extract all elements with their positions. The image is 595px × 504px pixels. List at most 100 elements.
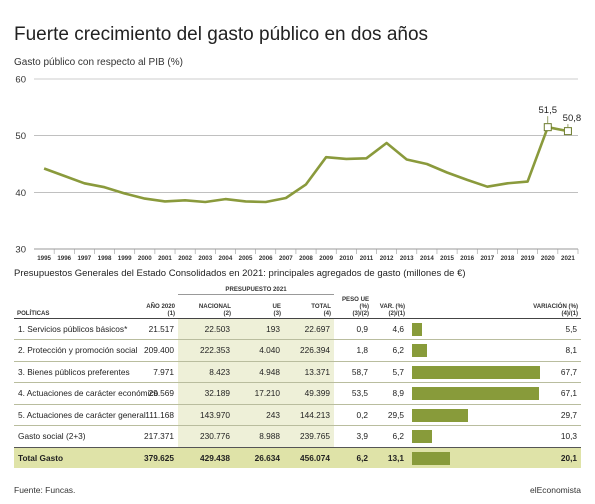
x-tick-label: 2007: [279, 255, 293, 262]
header-politicas: POLÍTICAS: [17, 309, 50, 317]
header-var: VAR. (%) (2)/(1): [379, 302, 406, 317]
cell-anio2020: 29.569: [131, 382, 178, 404]
variacion-bar: [412, 322, 423, 336]
x-tick-label: 2008: [299, 255, 313, 262]
y-tick-label: 30: [15, 245, 26, 256]
header-presupuesto: PRESUPUESTO 2021: [178, 286, 335, 295]
data-label: 50,8: [563, 113, 582, 124]
cell-variacion: 10,3: [408, 425, 582, 447]
cell-nacional: 8.423: [178, 360, 234, 383]
cell-ue: 8.988: [234, 425, 284, 447]
cell-ue: 26.634: [234, 446, 284, 468]
cell-total: 22.697: [284, 317, 335, 340]
line-chart: 30 40 50 60 1995 1996 1997 1998 1999 2000 2001 2002…: [15, 75, 582, 263]
header-variacion: VARIACIÓN (%) (4)/(1): [533, 302, 579, 317]
cell-total: 144.213: [284, 403, 335, 426]
chart-title: Fuerte crecimiento del gasto público en …: [14, 24, 429, 45]
x-tick-label: 2002: [178, 255, 192, 262]
table-row: 2. Protección y promoción social 209.400 2…: [14, 339, 582, 361]
table-row: 3. Bienes públicos preferentes 7.971 8.423…: [14, 360, 582, 383]
x-tick-label: 2021: [561, 255, 575, 262]
cell-var: 29,5: [372, 403, 409, 426]
cell-nacional: 222.353: [178, 339, 234, 361]
cell-peso: 58,7: [334, 360, 373, 383]
cell-peso: 53,5: [334, 382, 373, 404]
table-row: 5. Actuaciones de carácter general 111.16…: [14, 403, 582, 426]
x-tick-label: 2004: [219, 255, 233, 262]
x-tick-label: 2011: [360, 255, 374, 262]
cell-anio2020: 209.400: [131, 339, 178, 361]
x-tick-label: 2005: [239, 255, 253, 262]
cell-ue: 243: [234, 403, 284, 426]
cell-var: 13,1: [372, 446, 409, 468]
cell-var: 4,6: [372, 317, 409, 340]
y-tick-label: 60: [15, 75, 26, 86]
variacion-value: 29,7: [560, 409, 578, 420]
x-tick-label: 1999: [118, 255, 132, 262]
table-title: Presupuestos Generales del Estado Consol…: [14, 268, 466, 279]
chart-subtitle: Gasto público con respecto al PIB (%): [14, 57, 183, 68]
variacion-bar: [412, 365, 541, 379]
series-line: [43, 125, 569, 204]
x-tick-label: 2012: [380, 255, 394, 262]
cell-nacional: 429.438: [178, 446, 234, 468]
x-tick-label: 1997: [77, 255, 91, 262]
header-total: TOTAL (4): [311, 302, 332, 317]
cell-variacion: 8,1: [408, 339, 582, 361]
header-peso: PESO UE (%) (3)/(2): [341, 295, 370, 317]
x-tick-label: 2006: [259, 255, 273, 262]
variacion-bar: [412, 387, 539, 400]
table-row: 4. Actuaciones de carácter económico 29.5…: [14, 382, 582, 404]
x-tick-label: 2009: [319, 255, 333, 262]
variacion-bar: [412, 344, 428, 357]
x-tick-label: 2019: [521, 255, 535, 262]
variacion-value: 5,5: [565, 323, 578, 334]
cell-variacion: 20,1: [408, 446, 582, 468]
cell-total: 226.394: [284, 339, 335, 361]
x-tick-label: 1995: [37, 255, 51, 262]
data-label: 51,5: [539, 105, 558, 116]
variacion-value: 67,7: [560, 366, 578, 377]
cell-anio2020: 21.517: [131, 317, 178, 340]
cell-ue: 193: [234, 317, 284, 340]
header-anio2020: AÑO 2020 (1): [146, 302, 175, 317]
cell-nacional: 143.970: [178, 403, 234, 426]
x-tick-label: 2014: [420, 255, 434, 262]
data-labels: 51,5 50,8: [539, 105, 582, 136]
row-label: Gasto social (2+3): [14, 425, 131, 447]
row-label: 1. Servicios públicos básicos*: [14, 317, 131, 340]
highlight-marker: [563, 127, 572, 136]
variacion-value: 67,1: [560, 388, 578, 398]
cell-peso: 1,8: [334, 339, 373, 361]
y-tick-label: 50: [15, 131, 26, 142]
highlight-marker: [543, 123, 552, 132]
variacion-value: 10,3: [560, 431, 578, 441]
cell-var: 8,9: [372, 382, 409, 404]
x-tick-label: 2010: [339, 255, 353, 262]
table-row: 1. Servicios públicos básicos* 21.517 22.5…: [14, 317, 582, 340]
cell-var: 5,7: [372, 360, 409, 383]
variacion-value: 20,1: [560, 452, 578, 463]
source-note: Fuente: Funcas.: [14, 485, 76, 495]
table-row: Gasto social (2+3) 217.371 230.776 8.988 239…: [14, 425, 582, 447]
cell-peso: 0,2: [334, 403, 373, 426]
total-row: Total Gasto 379.625 429.438 26.634 456.074 6,…: [14, 446, 582, 468]
axes: 30 40 50 60 1995 1996 1997 1998 1999 2000 2001 2002…: [15, 75, 579, 262]
variacion-bar: [412, 451, 451, 465]
x-tick-label: 2018: [501, 255, 515, 262]
grid-lines: [34, 78, 578, 250]
variacion-bar: [412, 430, 432, 443]
header-ue: UE (3): [272, 302, 281, 317]
x-tick-label: 2016: [460, 255, 474, 262]
cell-total: 456.074: [284, 446, 335, 468]
variacion-value: 8,1: [565, 345, 578, 355]
cell-ue: 4.948: [234, 360, 284, 383]
cell-nacional: 230.776: [178, 425, 234, 447]
cell-anio2020: 217.371: [131, 425, 178, 447]
x-tick-label: 1996: [57, 255, 71, 262]
cell-anio2020: 379.625: [131, 446, 178, 468]
budget-table: PRESUPUESTO 2021 POLÍTICAS AÑO 2020 (1) N…: [14, 286, 582, 468]
cell-peso: 3,9: [334, 425, 373, 447]
cell-peso: 6,2: [334, 446, 373, 468]
cell-ue: 4.040: [234, 339, 284, 361]
